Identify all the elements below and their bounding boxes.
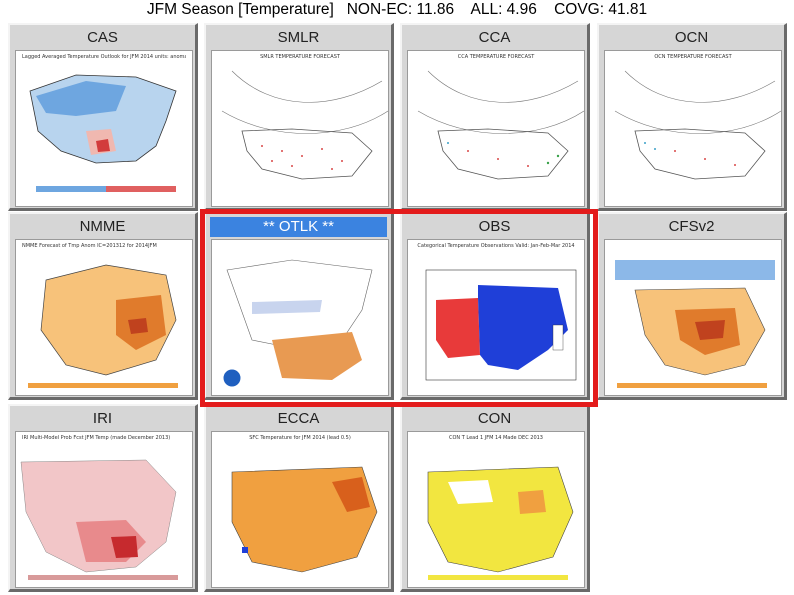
tile-label-otlk: ** OTLK **	[210, 217, 387, 237]
tile-label-cfsv2: CFSv2	[603, 217, 780, 237]
tile-cca[interactable]: CCA CCA TEMPERATURE FORECAST	[400, 23, 590, 211]
tile-label-ocn: OCN	[603, 28, 780, 48]
map-caption: SFC Temperature for JFM 2014 (lead 0.5)	[249, 435, 351, 441]
nmme-forecast-map: NMME Forecast of Tmp Anom IC=201312 for …	[15, 239, 193, 396]
ecca-forecast-map: SFC Temperature for JFM 2014 (lead 0.5)	[211, 431, 389, 588]
tile-cfsv2[interactable]: CFSv2	[597, 212, 787, 400]
ocn-forecast-map: OCN TEMPERATURE FORECAST	[604, 50, 782, 207]
con-forecast-map: CON T Lead 1 JFM 14 Made DEC 2013	[407, 431, 585, 588]
tile-label-nmme: NMME	[14, 217, 191, 237]
tile-con[interactable]: CON CON T Lead 1 JFM 14 Made DEC 2013	[400, 404, 590, 592]
cca-forecast-map: CCA TEMPERATURE FORECAST	[407, 50, 585, 207]
tile-label-smlr: SMLR	[210, 28, 387, 48]
map-caption: CON T Lead 1 JFM 14 Made DEC 2013	[448, 435, 543, 441]
tile-label-ecca: ECCA	[210, 409, 387, 429]
otlk-outlook-map	[211, 239, 389, 396]
map-caption: NMME Forecast of Tmp Anom IC=201312 for …	[22, 243, 157, 249]
tile-smlr[interactable]: SMLR SMLR TEMPERATURE FORECAST	[204, 23, 394, 211]
cfsv2-forecast-map	[604, 239, 782, 396]
tile-ocn[interactable]: OCN OCN TEMPERATURE FORECAST	[597, 23, 787, 211]
tile-label-cas: CAS	[14, 28, 191, 48]
map-caption: IRI Multi-Model Prob Fcst JFM Temp (made…	[22, 435, 171, 441]
tile-iri[interactable]: IRI IRI Multi-Model Prob Fcst JFM Temp (…	[8, 404, 198, 592]
map-caption: Lagged Averaged Temperature Outlook for …	[22, 54, 186, 60]
tile-nmme[interactable]: NMME NMME Forecast of Tmp Anom IC=201312…	[8, 212, 198, 400]
map-caption: SMLR TEMPERATURE FORECAST	[260, 54, 340, 60]
cas-anomaly-map: Lagged Averaged Temperature Outlook for …	[15, 50, 193, 207]
map-caption: Categorical Temperature Observations Val…	[417, 243, 575, 249]
tile-label-iri: IRI	[14, 409, 191, 429]
obs-observed-map: Categorical Temperature Observations Val…	[407, 239, 585, 396]
smlr-forecast-map: SMLR TEMPERATURE FORECAST	[211, 50, 389, 207]
tile-cas[interactable]: CAS Lagged Averaged Temperature Outlook …	[8, 23, 198, 211]
iri-forecast-map: IRI Multi-Model Prob Fcst JFM Temp (made…	[15, 431, 193, 588]
tile-ecca[interactable]: ECCA SFC Temperature for JFM 2014 (lead …	[204, 404, 394, 592]
tile-label-cca: CCA	[406, 28, 583, 48]
tile-obs[interactable]: OBS Categorical Temperature Observations…	[400, 212, 590, 400]
map-caption: OCN TEMPERATURE FORECAST	[654, 54, 732, 60]
page-title: JFM Season [Temperature] NON-EC: 11.86 A…	[146, 1, 648, 18]
map-caption: CCA TEMPERATURE FORECAST	[457, 54, 535, 60]
tile-label-obs: OBS	[406, 217, 583, 237]
tile-label-con: CON	[406, 409, 583, 429]
tile-otlk[interactable]: ** OTLK **	[204, 212, 394, 400]
